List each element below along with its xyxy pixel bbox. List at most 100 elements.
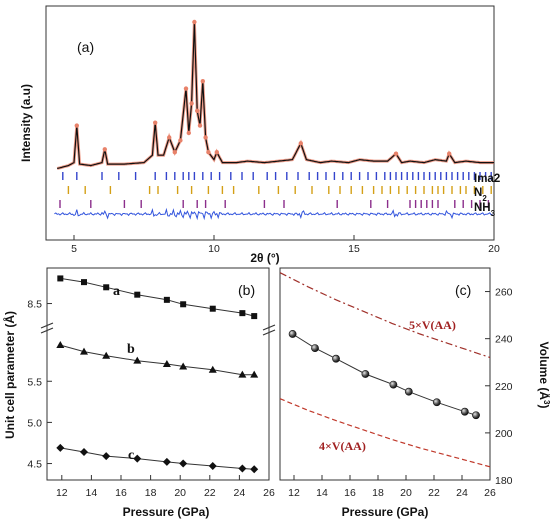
- panel-a-xlabel: 2θ (°): [250, 251, 279, 265]
- b-xtick-label-7: 26: [263, 487, 275, 499]
- legend-nh3-subscript: 3: [491, 209, 496, 218]
- b-point-c-7: [238, 464, 247, 473]
- legend-nh3: NH3: [474, 202, 496, 218]
- observed-point-7: [186, 130, 191, 136]
- observed-point-17: [393, 151, 399, 156]
- b-point-c-8: [250, 465, 259, 474]
- panel-a-frame: [45, 5, 495, 241]
- a-xtick-label-1: 10: [208, 243, 220, 255]
- panel-b-ticks: 12 14 16 18 20 22 24 26 4.5 5.0 5.5 8.5: [27, 299, 275, 499]
- panel-b-label: (b): [238, 282, 255, 298]
- label-5xvaa: 5×V(AA): [409, 318, 456, 332]
- b-point-a-4: [163, 296, 170, 303]
- observed-point-1: [102, 147, 108, 152]
- break-left-2: [40, 327, 54, 334]
- c-xtick-label-2: 16: [344, 487, 356, 499]
- c-xtick-label-1: 14: [316, 487, 328, 499]
- observed-point-10: [195, 108, 200, 114]
- c-point-1: [311, 344, 319, 352]
- b-ytick-label-0: 4.5: [27, 459, 42, 471]
- b-point-c-2: [102, 452, 111, 461]
- b-line-c: [60, 447, 255, 470]
- break-right-1: [262, 324, 276, 331]
- c-point-5: [404, 387, 413, 396]
- a-xtick-label-0: 5: [71, 243, 77, 255]
- observed-point-6: [183, 86, 189, 91]
- panel-a: (a) Intensity (a.u) 2θ (°) 5 10 15 20 Ima2 …: [19, 5, 500, 265]
- observed-point-18: [447, 151, 452, 156]
- c-point-6: [432, 398, 441, 407]
- panel-b-ylabel: Unit cell parameter (Å): [2, 311, 17, 439]
- c-line-2: [279, 398, 491, 468]
- series-c-label: c: [128, 448, 134, 463]
- panel-c: (c) Volume (Å3) Pressure (GPa) 12 14 16 18 2…: [279, 267, 550, 519]
- b-point-a-1: [81, 279, 87, 286]
- c-xtick-label-6: 24: [456, 487, 468, 499]
- observed-point-4: [172, 150, 177, 155]
- panel-c-ylabel-exponent: 3: [543, 400, 550, 405]
- label-4xvaa: 4×V(AA): [319, 439, 366, 453]
- b-point-a-5: [180, 301, 187, 308]
- observed-point-16: [298, 141, 303, 146]
- b-point-a-7: [239, 310, 246, 317]
- c-point-7: [460, 407, 469, 416]
- panel-a-label: (a): [77, 39, 94, 55]
- c-ytick-label-1: 200: [495, 428, 513, 440]
- c-point-2: [332, 354, 340, 363]
- observed-point-14: [206, 150, 211, 155]
- c-point-3: [361, 370, 370, 378]
- b-point-c-5: [179, 459, 188, 468]
- panel-a-x-ticks: 5 10 15 20: [71, 235, 500, 255]
- b-point-b-6: [208, 365, 217, 373]
- panel-b-series: [56, 275, 259, 474]
- break-right-2: [262, 329, 276, 336]
- c-point-4: [389, 380, 398, 389]
- observed-pattern: [56, 21, 494, 170]
- panel-b-xlabel: Pressure (GPa): [123, 505, 210, 519]
- observed-point-13: [203, 135, 208, 140]
- b-point-c-4: [162, 457, 171, 466]
- panel-b: (b) Unit cell parameter (Å) Pressure (GP…: [2, 267, 275, 519]
- legend-n2-subscript: 2: [482, 194, 487, 203]
- b-line-b: [60, 344, 255, 376]
- b-ytick-label-1: 5.0: [27, 417, 42, 429]
- axis-break-marks: [40, 322, 276, 336]
- b-point-b-8: [250, 370, 259, 378]
- panel-c-series: [279, 272, 491, 468]
- b-point-b-7: [238, 370, 247, 378]
- c-point-8: [472, 411, 480, 420]
- c-line-1: [279, 272, 491, 359]
- series-b-label: b: [127, 342, 135, 357]
- b-ytick-label-2: 5.5: [27, 376, 42, 388]
- observed-point-2: [153, 120, 158, 125]
- b-ytick-label-3: 8.5: [27, 299, 42, 311]
- b-point-a-3: [134, 291, 141, 298]
- c-point-0: [288, 330, 297, 338]
- b-line-a: [60, 277, 255, 317]
- c-ytick-label-3: 240: [495, 334, 513, 346]
- b-point-a-8: [251, 313, 258, 320]
- c-ytick-label-0: 180: [495, 475, 513, 487]
- panel-c-xlabel: Pressure (GPa): [342, 505, 429, 519]
- c-xtick-label-5: 22: [428, 487, 440, 499]
- b-xtick-label-1: 14: [86, 487, 98, 499]
- b-point-c-6: [208, 462, 217, 471]
- b-point-a-2: [103, 284, 110, 291]
- observed-point-3: [167, 135, 172, 140]
- c-ytick-label-4: 260: [495, 287, 513, 299]
- c-xtick-label-7: 26: [484, 487, 496, 499]
- panel-c-ylabel: Volume (Å3): [537, 342, 550, 409]
- b-xtick-label-4: 20: [174, 487, 186, 499]
- panel-a-pattern: [54, 19, 494, 221]
- observed-point-0: [74, 123, 80, 128]
- panel-a-reflection-ticks: [59, 172, 492, 208]
- b-xtick-label-2: 16: [115, 487, 127, 499]
- observed-point-8: [189, 101, 194, 106]
- a-xtick-label-2: 15: [348, 243, 360, 255]
- b-point-b-5: [179, 362, 188, 370]
- observed-point-11: [197, 123, 203, 128]
- c-xtick-label-0: 12: [288, 487, 300, 499]
- b-point-b-1: [80, 347, 88, 355]
- c-line-0: [292, 333, 477, 416]
